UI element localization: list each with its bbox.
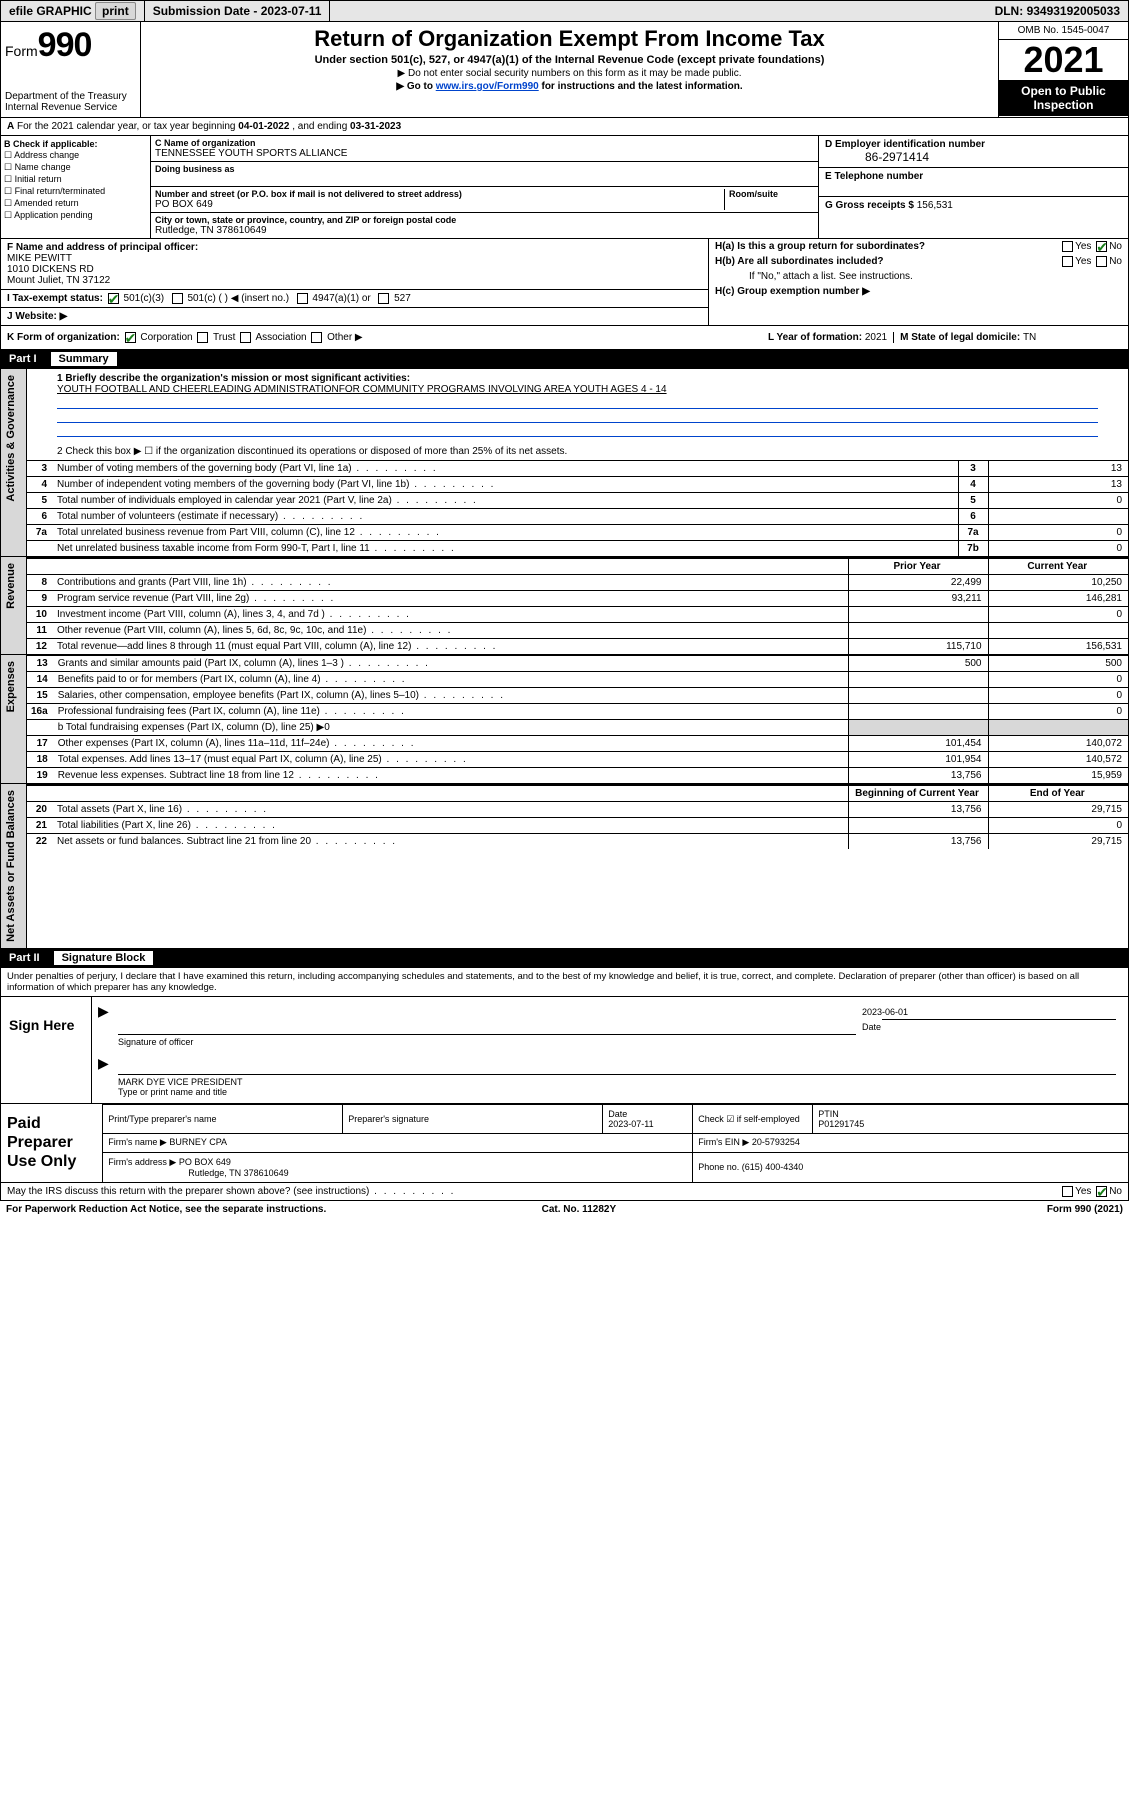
box-j: J Website: ▶ xyxy=(1,308,708,325)
efile-label: efile GRAPHIC print xyxy=(1,1,145,21)
side-label-expenses: Expenses xyxy=(1,655,27,783)
side-label-revenue: Revenue xyxy=(1,557,27,654)
footer: For Paperwork Reduction Act Notice, see … xyxy=(0,1201,1129,1218)
print-button[interactable]: print xyxy=(95,2,136,20)
box-d-e-g: D Employer identification number86-29714… xyxy=(818,136,1128,238)
dln: DLN: 93493192005033 xyxy=(987,1,1128,21)
box-h: H(a) Is this a group return for subordin… xyxy=(708,239,1128,325)
block-b-to-g: B Check if applicable: ☐ Address change … xyxy=(0,136,1129,239)
box-i: I Tax-exempt status: 501(c)(3) 501(c) ( … xyxy=(1,290,708,308)
line-a: A For the 2021 calendar year, or tax yea… xyxy=(0,118,1129,136)
side-label-governance: Activities & Governance xyxy=(1,369,27,556)
header-right: OMB No. 1545-0047 2021 Open to Public In… xyxy=(998,22,1128,117)
box-f: F Name and address of principal officer:… xyxy=(1,239,708,290)
section-netassets: Net Assets or Fund Balances Beginning of… xyxy=(0,784,1129,949)
section-expenses: Expenses 13Grants and similar amounts pa… xyxy=(0,655,1129,784)
part1-header: Part ISummary xyxy=(0,350,1129,369)
sign-here-block: Sign Here Signature of officer 2023-06-0… xyxy=(0,997,1129,1104)
top-bar: efile GRAPHIC print Submission Date - 20… xyxy=(0,0,1129,22)
discuss-row: May the IRS discuss this return with the… xyxy=(0,1183,1129,1201)
side-label-netassets: Net Assets or Fund Balances xyxy=(1,784,27,948)
submission-date: Submission Date - 2023-07-11 xyxy=(145,1,331,21)
part2-header: Part IISignature Block xyxy=(0,949,1129,968)
section-revenue: Revenue Prior YearCurrent Year8Contribut… xyxy=(0,557,1129,655)
header-left: Form990 Department of the Treasury Inter… xyxy=(1,22,141,117)
mission-text: YOUTH FOOTBALL AND CHEERLEADING ADMINIST… xyxy=(57,384,1098,395)
checkbox-discuss-no[interactable] xyxy=(1096,1186,1107,1197)
section-governance: Activities & Governance 1 Briefly descri… xyxy=(0,369,1129,557)
irs-link[interactable]: www.irs.gov/Form990 xyxy=(436,81,539,92)
checkbox-ha-no[interactable] xyxy=(1096,241,1107,252)
checkbox-corporation[interactable] xyxy=(125,332,136,343)
row-k-l-m: K Form of organization: Corporation Trus… xyxy=(0,326,1129,350)
form-header: Form990 Department of the Treasury Inter… xyxy=(0,22,1129,118)
checkbox-501c3[interactable] xyxy=(108,293,119,304)
box-b: B Check if applicable: ☐ Address change … xyxy=(1,136,151,238)
tax-year: 2021 xyxy=(999,40,1128,80)
block-f-h-i-j: F Name and address of principal officer:… xyxy=(0,239,1129,326)
perjury-text: Under penalties of perjury, I declare th… xyxy=(0,968,1129,997)
form-title: Return of Organization Exempt From Incom… xyxy=(149,26,990,52)
box-c: C Name of organizationTENNESSEE YOUTH SP… xyxy=(151,136,818,238)
header-center: Return of Organization Exempt From Incom… xyxy=(141,22,998,117)
paid-preparer-block: Paid Preparer Use Only Print/Type prepar… xyxy=(0,1104,1129,1183)
